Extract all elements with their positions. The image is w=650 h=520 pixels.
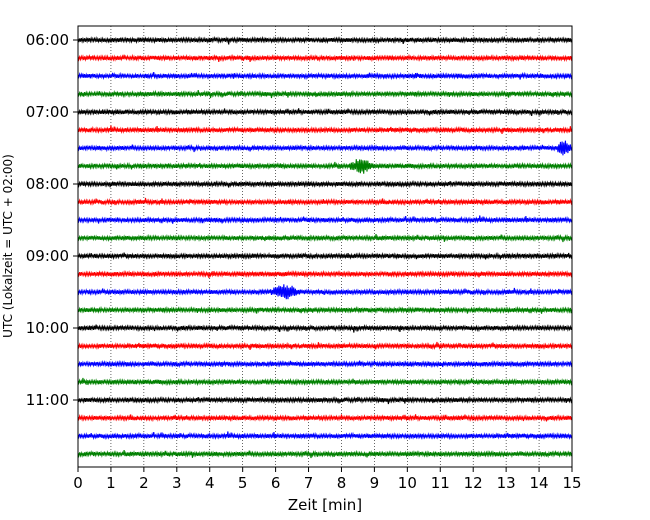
x-tick-label: 6	[271, 474, 281, 492]
trace-0730	[77, 140, 573, 156]
y-tick-label: 10:00	[26, 319, 69, 337]
x-tick-label: 14	[530, 474, 549, 492]
trace-1100	[77, 395, 573, 405]
trace-0800	[77, 179, 573, 189]
x-axis-ticks: 0 1 2 3 4 5 6 7 8 9 10 11 12 13 14 15	[73, 467, 582, 492]
trace-0900	[77, 251, 573, 261]
trace-1030	[77, 359, 573, 369]
y-tick-label: 11:00	[26, 391, 69, 409]
y-tick-label: 08:00	[26, 175, 69, 193]
x-tick-label: 0	[73, 474, 83, 492]
trace-0745	[77, 159, 573, 174]
trace-0615	[77, 53, 573, 63]
x-tick-label: 11	[431, 474, 450, 492]
trace-1145	[77, 449, 573, 459]
trace-0830	[77, 215, 573, 225]
y-axis-title: UTC (Lokalzeit = UTC + 02:00)	[1, 154, 15, 338]
x-tick-label: 9	[370, 474, 380, 492]
x-tick-label: 5	[238, 474, 248, 492]
y-axis-ticks: 06:00 07:00 08:00 09:00 10:00 11:00	[26, 31, 78, 409]
x-tick-label: 1	[106, 474, 116, 492]
x-tick-label: 10	[398, 474, 417, 492]
trace-group	[77, 35, 573, 459]
x-axis-title: Zeit [min]	[288, 496, 362, 514]
y-tick-label: 06:00	[26, 31, 69, 49]
trace-0930	[77, 284, 573, 300]
trace-0700	[77, 107, 573, 117]
y-tick-label: 09:00	[26, 247, 69, 265]
trace-1000	[77, 323, 573, 333]
trace-0600	[77, 35, 573, 45]
x-tick-label: 2	[139, 474, 149, 492]
trace-1045	[77, 377, 573, 387]
trace-0645	[77, 89, 573, 99]
plot-frame	[77, 25, 573, 468]
trace-0815	[77, 197, 573, 207]
trace-1115	[77, 413, 573, 423]
trace-0630	[77, 71, 573, 81]
trace-1015	[77, 341, 573, 351]
trace-0945	[77, 305, 573, 315]
x-tick-label: 8	[337, 474, 347, 492]
trace-0845	[77, 233, 573, 243]
x-tick-label: 15	[562, 474, 581, 492]
x-tick-label: 13	[497, 474, 516, 492]
trace-0715	[77, 125, 573, 135]
x-tick-label: 4	[205, 474, 215, 492]
x-tick-label: 3	[172, 474, 182, 492]
trace-1130	[77, 431, 573, 441]
trace-0915	[77, 269, 573, 279]
y-tick-label: 07:00	[26, 103, 69, 121]
x-tick-label: 12	[464, 474, 483, 492]
x-tick-label: 7	[304, 474, 314, 492]
